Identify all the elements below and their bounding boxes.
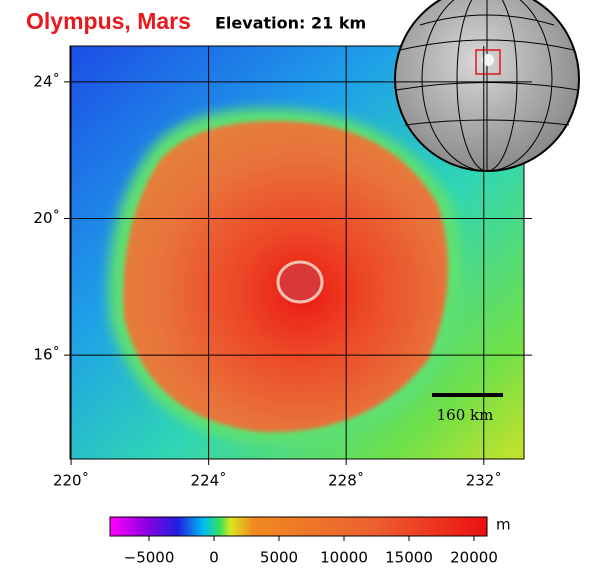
lon-label: 220˚ — [53, 472, 89, 490]
scale-bar: 160 km — [432, 393, 503, 424]
colorbar-label: −5000 — [124, 549, 175, 567]
colorbar — [109, 516, 488, 537]
colorbar-label: 0 — [209, 549, 219, 567]
lon-label: 224˚ — [191, 472, 227, 490]
lon-label: 232˚ — [466, 472, 502, 490]
lat-label: 20˚ — [33, 209, 60, 227]
subtitle: Elevation: 21 km — [215, 14, 366, 33]
lat-label: 24˚ — [33, 72, 60, 90]
colorbar-label: 10000 — [320, 549, 368, 567]
colorbar-label: 15000 — [385, 549, 433, 567]
colorbar-label: 20000 — [450, 549, 498, 567]
lat-label: 16˚ — [33, 346, 60, 364]
colorbar-unit: m — [496, 516, 511, 534]
map-frame — [69, 45, 525, 460]
colorbar-label: 5000 — [260, 549, 298, 567]
scale-label: 160 km — [437, 406, 494, 424]
lon-label: 228˚ — [328, 472, 364, 490]
title: Olympus, Mars — [26, 8, 191, 34]
locator-globe — [394, 0, 580, 172]
